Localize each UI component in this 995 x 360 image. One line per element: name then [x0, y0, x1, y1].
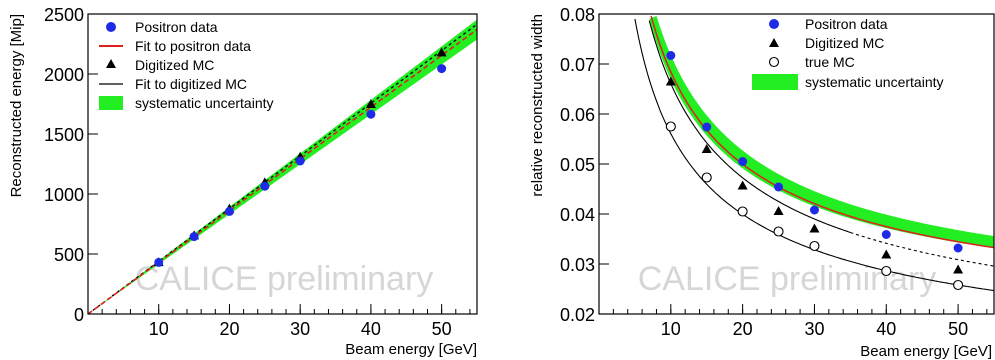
- legend-systematic-label: systematic uncertainty: [135, 95, 274, 111]
- fit-digitized-mc-curve: [648, 20, 851, 234]
- y-tick-label: 0.04: [560, 205, 595, 225]
- x-tick-label: 20: [733, 319, 753, 339]
- legend-fit-positron-label: Fit to positron data: [135, 38, 251, 54]
- fit-positron-line: [87, 28, 478, 315]
- positron-data-point: [881, 230, 891, 239]
- legend: Positron data Digitized MC true MC syste…: [752, 16, 944, 90]
- energy-resolution-chart: CALICE preliminary 10 20 30 40 50 0.02 0.03 0.0…: [529, 5, 995, 360]
- watermark: CALICE preliminary: [638, 260, 937, 298]
- x-axis-title: Beam energy [GeV]: [860, 343, 992, 360]
- legend-positron-label: Positron data: [805, 16, 888, 32]
- legend-systematic-label: systematic uncertainty: [805, 74, 944, 90]
- positron-data-point: [809, 205, 819, 215]
- y-tick-label: 0.07: [560, 55, 595, 75]
- digitized-mc-point: [809, 223, 820, 233]
- data-points-layer: [665, 51, 964, 291]
- true-mc-point: [701, 172, 712, 183]
- legend: Positron data Fit to positron data Digit…: [99, 19, 274, 111]
- fit-lines-layer: [87, 23, 478, 315]
- positron-data-point: [437, 64, 447, 74]
- digitized-mc-point: [953, 264, 964, 274]
- digitized-mc-point: [737, 180, 748, 190]
- legend-positron-marker: [106, 22, 116, 32]
- y-axis-title: relative reconstructed width: [529, 14, 546, 197]
- positron-data-point: [666, 51, 676, 60]
- true-mc-point: [809, 240, 820, 252]
- y-tick-label: 0.06: [560, 105, 595, 125]
- digitized-mc-point: [365, 99, 376, 108]
- x-tick-label: 20: [219, 319, 239, 339]
- data-points-layer: [153, 47, 447, 267]
- x-tick-label: 30: [804, 319, 824, 339]
- legend-mc-marker: [106, 59, 116, 68]
- digitized-mc-point: [701, 144, 712, 153]
- positron-data-point: [224, 206, 234, 216]
- legend-mc-label: Digitized MC: [135, 57, 214, 73]
- x-tick-label: 10: [149, 319, 169, 339]
- legend-systematic-marker: [99, 96, 123, 110]
- true-mc-point: [773, 226, 784, 237]
- legend-systematic-marker: [752, 74, 798, 90]
- y-tick-label: 1000: [44, 185, 84, 205]
- positron-data-point: [189, 232, 199, 242]
- legend-mc-marker: [769, 38, 779, 47]
- legend-positron-label: Positron data: [135, 19, 218, 35]
- ticks-layer: 10 20 30 40 50 0.02 0.03 0.04 0.05 0.06 0.07 0.08: [560, 5, 988, 339]
- x-tick-label: 40: [361, 319, 381, 339]
- x-tick-label: 50: [432, 319, 452, 339]
- positron-data-point: [702, 122, 712, 132]
- legend-true-mc-marker: [768, 56, 780, 68]
- y-tick-label: 500: [54, 245, 84, 265]
- legend-positron-marker: [769, 19, 779, 29]
- digitized-mc-point: [665, 76, 676, 86]
- true-mc-point: [881, 265, 892, 277]
- positron-data-point: [953, 243, 963, 253]
- positron-data-point: [774, 182, 784, 192]
- positron-data-point: [738, 157, 748, 166]
- y-tick-label: 2500: [44, 5, 84, 25]
- fit-digitized-mc-curve-extrapolated: [850, 231, 995, 267]
- x-tick-label: 50: [948, 319, 968, 339]
- systematic-uncertainty-band: [649, 15, 994, 249]
- positron-data-point: [366, 109, 376, 119]
- digitized-mc-point: [436, 47, 447, 57]
- legend-mc-label: Digitized MC: [805, 35, 884, 51]
- true-mc-point: [665, 121, 676, 132]
- digitized-mc-point: [881, 249, 892, 259]
- x-axis-title: Beam energy [GeV]: [345, 341, 477, 358]
- y-tick-label: 0.05: [560, 155, 595, 175]
- legend-true-mc-label: true MC: [805, 54, 855, 70]
- x-tick-label: 40: [876, 319, 896, 339]
- y-tick-label: 2000: [44, 65, 84, 85]
- y-tick-label: 1500: [44, 125, 84, 145]
- y-tick-label: 0.03: [560, 255, 595, 275]
- digitized-mc-point: [773, 206, 784, 215]
- y-tick-label: 0.02: [560, 305, 595, 325]
- x-tick-label: 30: [290, 319, 310, 339]
- plot-frame: [87, 13, 478, 315]
- systematic-band-layer: [649, 15, 994, 249]
- positron-data-point: [295, 156, 305, 166]
- y-tick-label: 0.08: [560, 5, 595, 25]
- watermark: CALICE preliminary: [135, 260, 434, 298]
- true-mc-point: [953, 279, 964, 291]
- fit-positron-curve: [650, 15, 995, 249]
- energy-linearity-chart: CALICE preliminary 10 20 30 40 5005001000150…: [8, 5, 478, 358]
- x-tick-label: 10: [661, 319, 681, 339]
- positron-data-point: [154, 257, 164, 267]
- y-tick-label: 0: [74, 305, 84, 325]
- true-mc-point: [737, 206, 748, 217]
- positron-data-point: [260, 181, 270, 191]
- y-axis-title: Reconstructed energy [Mip]: [8, 14, 25, 197]
- legend-fit-mc-label: Fit to digitized MC: [135, 76, 247, 92]
